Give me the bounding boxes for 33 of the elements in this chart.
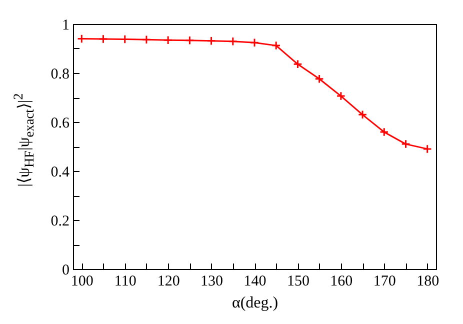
point <box>120 34 130 44</box>
point <box>250 38 260 48</box>
point <box>142 35 152 44</box>
point <box>228 36 238 46</box>
x-tick-label: 120 <box>157 274 180 290</box>
point <box>163 36 173 45</box>
point <box>336 91 346 101</box>
x-tick-label: 170 <box>373 274 396 290</box>
point <box>422 144 432 154</box>
x-axis-title: α(deg.) <box>232 294 278 312</box>
point <box>314 74 324 84</box>
x-tick-label: 180 <box>416 274 440 290</box>
y-tick-label: 0.2 <box>50 214 70 230</box>
x-tick-label: 150 <box>286 274 310 290</box>
x-tick-label: 100 <box>70 274 94 290</box>
x-tick-label: 140 <box>244 274 266 290</box>
y-tick-label: 0.8 <box>50 66 70 82</box>
point <box>271 40 281 50</box>
point <box>77 34 86 44</box>
point <box>380 127 389 137</box>
point <box>98 34 108 44</box>
point <box>206 36 216 46</box>
point <box>401 139 410 149</box>
y-tick-label: 0.4 <box>50 164 70 180</box>
x-tick-label: 110 <box>114 274 136 290</box>
y-tick-label: 0.6 <box>50 116 70 132</box>
y-tick-label: 0 <box>62 262 70 278</box>
point <box>185 36 194 46</box>
y-tick-label: 1 <box>62 18 70 34</box>
point <box>358 110 368 120</box>
point <box>293 60 302 69</box>
x-tick-label: 160 <box>330 274 353 290</box>
x-tick-label: 130 <box>200 274 224 290</box>
